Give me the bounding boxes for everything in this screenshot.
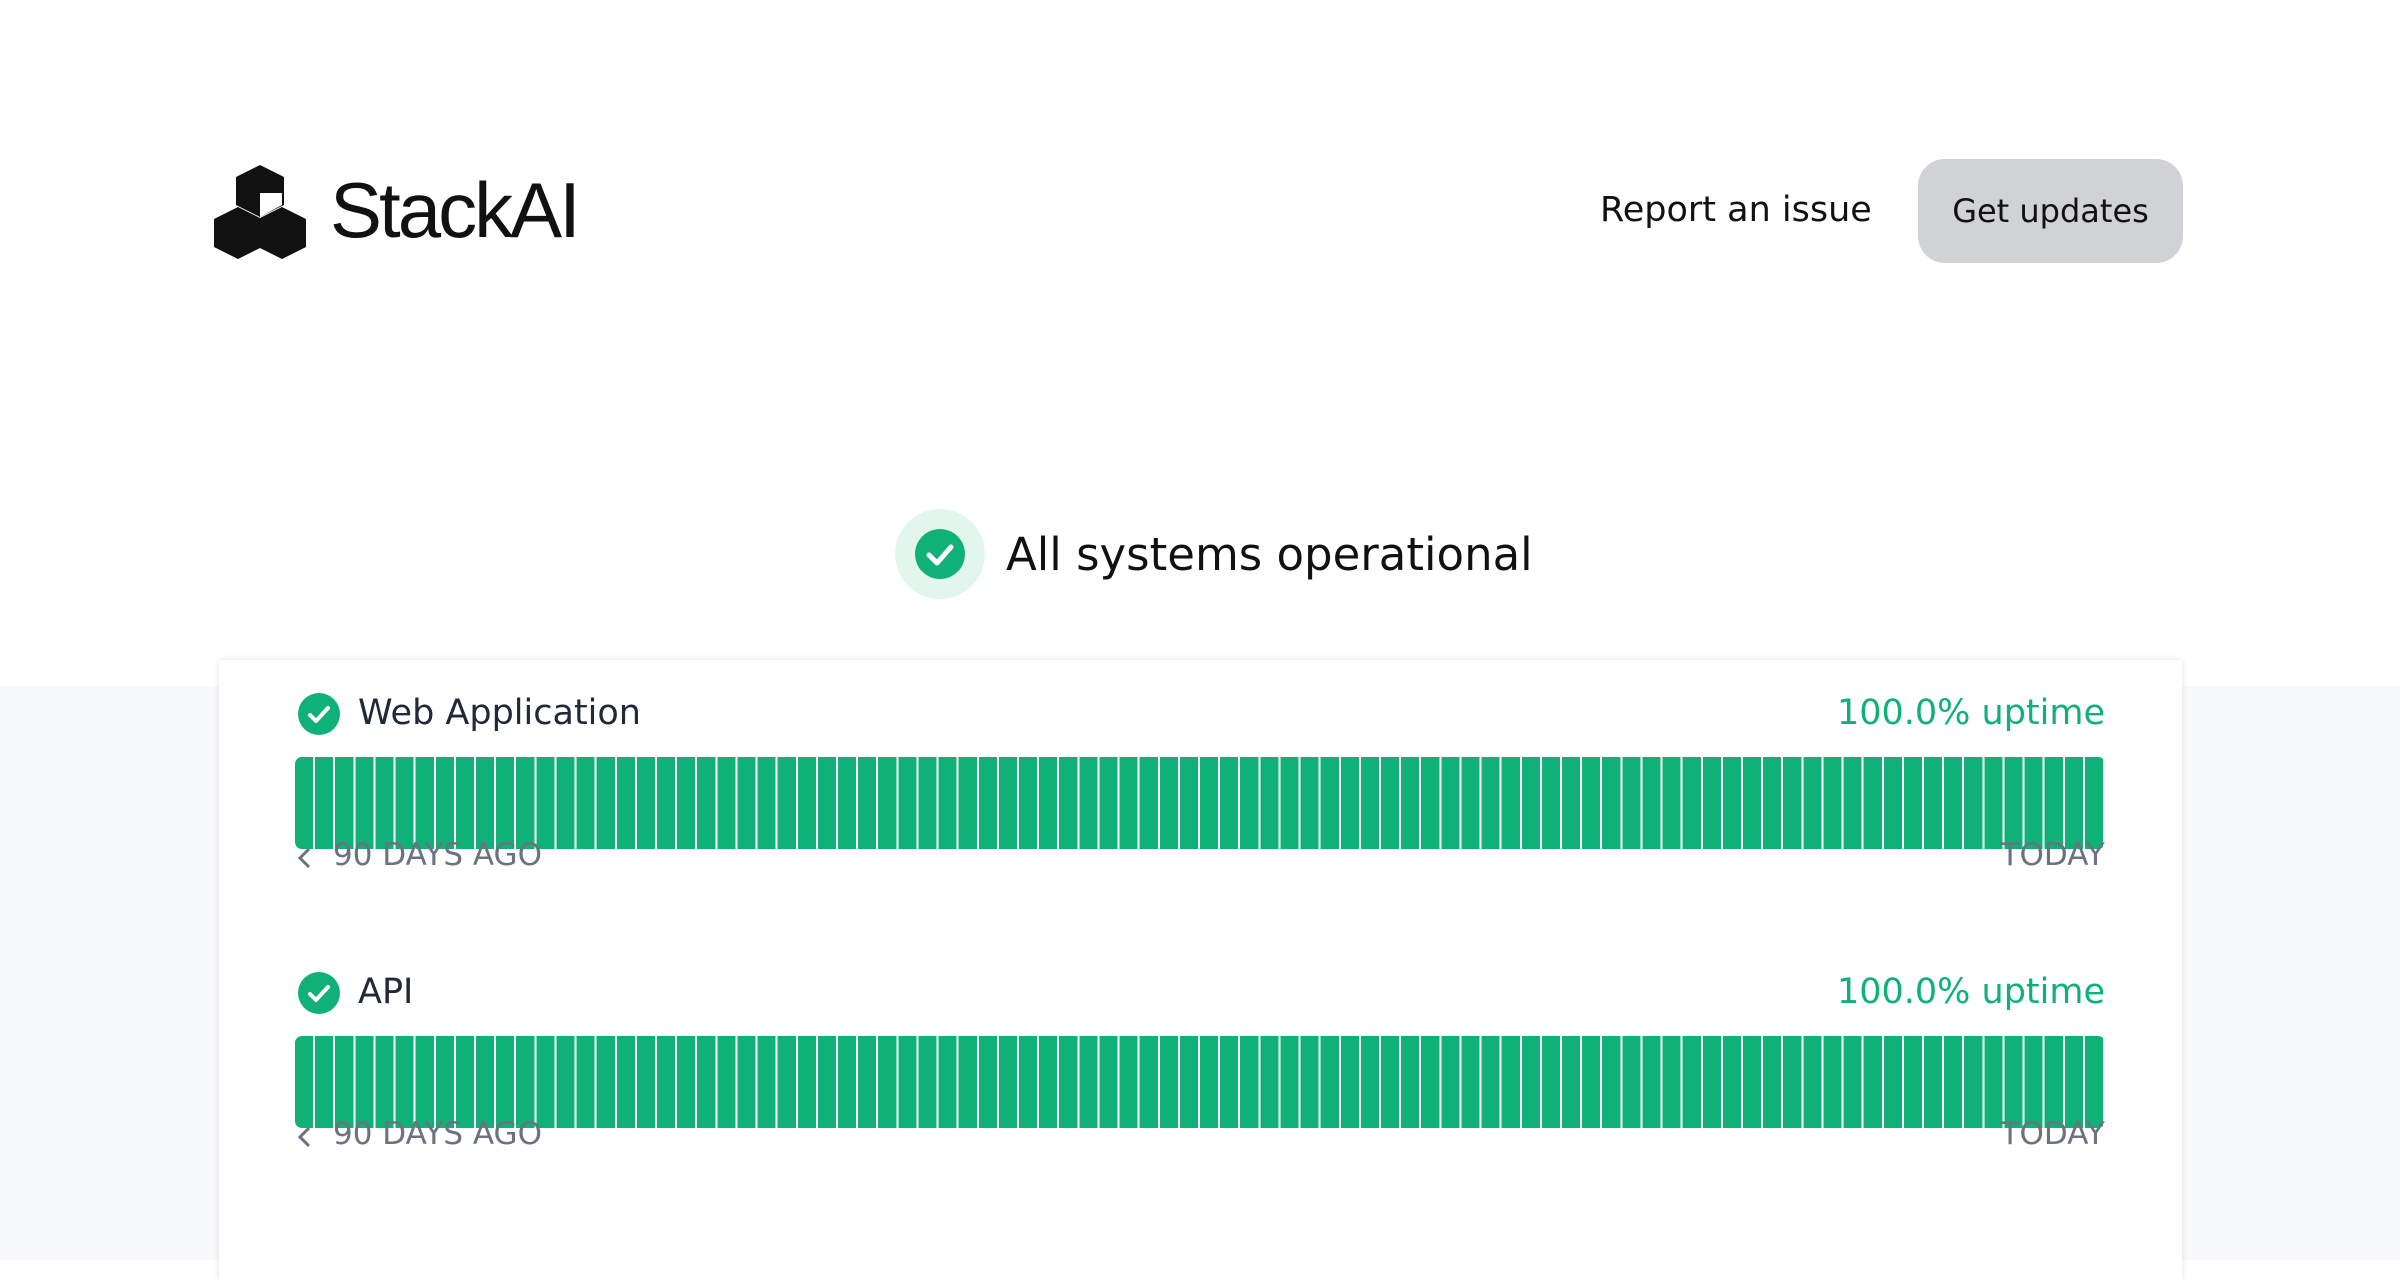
- range-end: TODAY: [2000, 1116, 2105, 1152]
- range-end: TODAY: [2000, 837, 2105, 873]
- component: API 100.0% uptime 90 DAYS AGO TODAY: [295, 967, 2105, 1227]
- logo-text: StackAI: [330, 166, 581, 254]
- uptime-bar: [295, 1036, 2105, 1128]
- check-icon: [298, 972, 340, 1014]
- uptime: 100.0% uptime: [1836, 972, 2105, 1012]
- logo-icon: [214, 165, 306, 259]
- uptime: 100.0% uptime: [1836, 693, 2105, 733]
- range-start: 90 DAYS AGO: [333, 837, 542, 873]
- component: Web Application 100.0% uptime 90 DAYS AG…: [295, 688, 2105, 948]
- component-name: API: [358, 972, 414, 1012]
- component-name: Web Application: [358, 693, 641, 733]
- check-icon: [298, 693, 340, 735]
- report-link[interactable]: Report an issue: [1600, 190, 1872, 230]
- uptime-bar: [295, 757, 2105, 849]
- chevron[interactable]: [295, 843, 315, 873]
- chevron[interactable]: [295, 1122, 315, 1152]
- status-icon: [895, 509, 985, 599]
- range-start: 90 DAYS AGO: [333, 1116, 542, 1152]
- status-text: All systems operational: [1006, 528, 1533, 581]
- get-updates-button[interactable]: Get updates: [1918, 159, 2183, 263]
